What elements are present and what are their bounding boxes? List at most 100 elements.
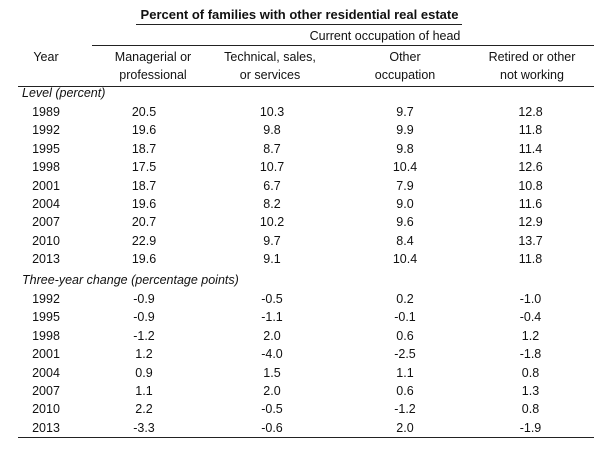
- managerial-cell: 20.5: [131, 105, 157, 119]
- year-cell: 1992: [32, 123, 60, 138]
- technical-cell: 8.2: [263, 197, 281, 212]
- table-row: 1992 19.6 9.8 9.9 11.8: [0, 121, 599, 139]
- other-occupation-cell: -2.5: [394, 347, 416, 362]
- col-header-retired-line2: not working: [500, 68, 564, 82]
- year-cell: 1998: [32, 160, 60, 175]
- table-row: 2013 -3.3 -0.6 2.0 -1.9: [0, 419, 599, 437]
- other-occupation-cell: 10.4: [392, 160, 418, 175]
- table-title: Percent of families with other residenti…: [140, 7, 459, 22]
- other-occupation-cell: -0.1: [394, 310, 416, 325]
- year-cell: 2013: [32, 252, 60, 267]
- year-cell: 2010: [32, 402, 60, 417]
- occupation-span-header: Current occupation of head: [309, 29, 461, 43]
- col-header-other-line1: Other: [389, 50, 421, 64]
- retired-cell: 12.8: [518, 105, 543, 119]
- managerial-cell: 2.2: [135, 402, 153, 417]
- year-cell: 2004: [32, 197, 60, 212]
- col-header-managerial: Managerial or professional: [88, 48, 218, 84]
- other-occupation-cell: 9.0: [396, 197, 414, 212]
- retired-cell: 11.6: [518, 197, 543, 212]
- table-row: 1998 -1.2 2.0 0.6 1.2: [0, 327, 599, 345]
- other-occupation-cell: 7.9: [396, 178, 414, 193]
- year-cell: 2007: [32, 384, 60, 399]
- technical-cell: 2.0: [263, 328, 281, 343]
- technical-cell: 10.2: [259, 215, 285, 230]
- retired-cell: 1.3: [521, 384, 540, 399]
- other-occupation-cell: 0.6: [396, 384, 414, 399]
- col-header-year-label: Year: [33, 50, 59, 64]
- managerial-cell: -0.9: [133, 292, 155, 306]
- retired-cell: 12.9: [518, 215, 543, 230]
- technical-cell: -0.6: [261, 420, 283, 435]
- table-row: 2007 1.1 2.0 0.6 1.3: [0, 382, 599, 400]
- table-row: 2010 2.2 -0.5 -1.2 0.8: [0, 400, 599, 418]
- col-header-retired-line1: Retired or other: [488, 50, 576, 64]
- table-row: 2001 1.2 -4.0 -2.5 -1.8: [0, 345, 599, 363]
- technical-cell: 8.7: [263, 141, 281, 156]
- retired-cell: -1.9: [519, 420, 542, 435]
- year-cell: 2004: [32, 365, 60, 380]
- col-header-technical: Technical, sales, or services: [200, 48, 340, 84]
- level-table: 1989 20.5 10.3 9.7 12.8 1992 19.6 9.8 9.9 11.8 199…: [0, 103, 599, 269]
- table-row: 2004 19.6 8.2 9.0 11.6: [0, 195, 599, 213]
- retired-cell: 1.2: [521, 328, 540, 343]
- managerial-cell: 22.9: [131, 233, 157, 248]
- technical-cell: -4.0: [261, 347, 283, 362]
- table-row: 2013 19.6 9.1 10.4 11.8: [0, 250, 599, 268]
- other-occupation-cell: 9.7: [396, 105, 414, 119]
- managerial-cell: 19.6: [131, 123, 157, 138]
- section-label-level: Level (percent): [22, 86, 106, 100]
- retired-cell: 0.8: [521, 365, 540, 380]
- technical-cell: 9.7: [263, 233, 281, 248]
- table-row: 2004 0.9 1.5 1.1 0.8: [0, 364, 599, 382]
- table-row: 1989 20.5 10.3 9.7 12.8: [0, 103, 599, 121]
- col-header-technical-line2: or services: [239, 68, 301, 82]
- table-row: 1995 -0.9 -1.1 -0.1 -0.4: [0, 308, 599, 326]
- table-row: 1998 17.5 10.7 10.4 12.6: [0, 158, 599, 176]
- table-row: 2001 18.7 6.7 7.9 10.8: [0, 177, 599, 195]
- managerial-cell: 1.2: [135, 347, 153, 362]
- year-cell: 2010: [32, 233, 60, 248]
- technical-cell: 10.3: [259, 105, 285, 119]
- year-cell: 1989: [32, 105, 60, 119]
- technical-cell: -0.5: [261, 402, 283, 417]
- technical-cell: 9.1: [263, 252, 281, 267]
- year-cell: 1995: [32, 141, 60, 156]
- other-occupation-cell: 9.6: [396, 215, 414, 230]
- change-table: 1992 -0.9 -0.5 0.2 -1.0 1995 -0.9 -1.1 -0.1 -0.4 1…: [0, 290, 599, 437]
- bottom-rule: [18, 437, 594, 438]
- header-rule: [18, 86, 594, 87]
- table-row: 2010 22.9 9.7 8.4 13.7: [0, 232, 599, 250]
- retired-cell: 11.4: [518, 141, 543, 156]
- title-rule: [136, 24, 462, 25]
- other-occupation-cell: -1.2: [394, 402, 416, 417]
- retired-cell: 11.8: [518, 252, 543, 267]
- table-row: 1992 -0.9 -0.5 0.2 -1.0: [0, 290, 599, 308]
- managerial-cell: 20.7: [131, 215, 157, 230]
- managerial-cell: 18.7: [131, 178, 157, 193]
- other-occupation-cell: 8.4: [396, 233, 414, 248]
- technical-cell: -1.1: [261, 310, 283, 325]
- level-rows: 1989 20.5 10.3 9.7 12.8 1992 19.6 9.8 9.9 11.8 199…: [0, 103, 599, 269]
- year-cell: 1992: [32, 292, 60, 306]
- retired-cell: 0.8: [521, 402, 540, 417]
- retired-cell: 13.7: [518, 233, 543, 248]
- col-header-managerial-line1: Managerial or: [114, 50, 192, 64]
- other-occupation-cell: 9.9: [396, 123, 414, 138]
- year-cell: 2013: [32, 420, 60, 435]
- retired-cell: 11.8: [518, 123, 543, 138]
- retired-cell: 10.8: [518, 178, 543, 193]
- other-occupation-cell: 0.2: [396, 292, 414, 306]
- other-occupation-cell: 2.0: [396, 420, 414, 435]
- technical-cell: 2.0: [263, 384, 281, 399]
- managerial-cell: 1.1: [135, 384, 153, 399]
- other-occupation-cell: 0.6: [396, 328, 414, 343]
- technical-cell: 9.8: [263, 123, 281, 138]
- retired-cell: -1.8: [519, 347, 542, 362]
- year-cell: 1995: [32, 310, 60, 325]
- technical-cell: -0.5: [261, 292, 283, 306]
- col-header-other: Other occupation: [350, 48, 460, 84]
- managerial-cell: 0.9: [135, 365, 153, 380]
- section-label-change: Three-year change (percentage points): [22, 273, 239, 287]
